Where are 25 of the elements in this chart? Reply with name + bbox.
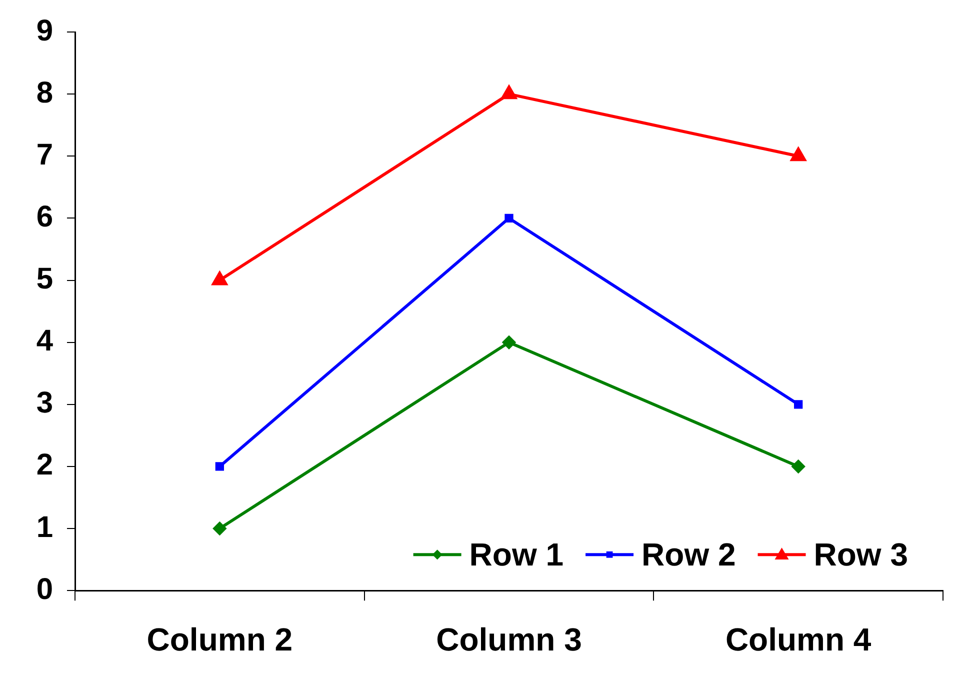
legend-label: Row 1 <box>469 536 564 572</box>
x-tick-label: Column 4 <box>725 622 872 658</box>
y-tick-label: 7 <box>36 138 53 172</box>
x-tick-label: Column 2 <box>146 622 293 658</box>
y-tick-label: 6 <box>36 200 53 234</box>
x-tick-label: Column 3 <box>436 622 582 658</box>
y-tick-label: 4 <box>36 324 54 358</box>
point <box>504 214 514 223</box>
point <box>215 462 224 471</box>
y-tick-label: 5 <box>36 262 53 296</box>
point <box>502 336 516 349</box>
y-tick-label: 9 <box>36 14 53 48</box>
point <box>790 148 806 162</box>
y-tick-label: 0 <box>36 572 53 606</box>
y-tick-label: 3 <box>36 386 53 420</box>
point <box>212 272 228 286</box>
y-tick-label: 8 <box>36 76 53 110</box>
y-tick-label: 1 <box>36 510 53 544</box>
point <box>501 86 517 100</box>
legend-label: Row 2 <box>642 536 736 572</box>
point <box>792 460 805 473</box>
point <box>794 400 803 409</box>
legend-label: Row 3 <box>814 536 908 572</box>
y-tick-label: 2 <box>36 448 53 482</box>
point <box>213 522 226 536</box>
